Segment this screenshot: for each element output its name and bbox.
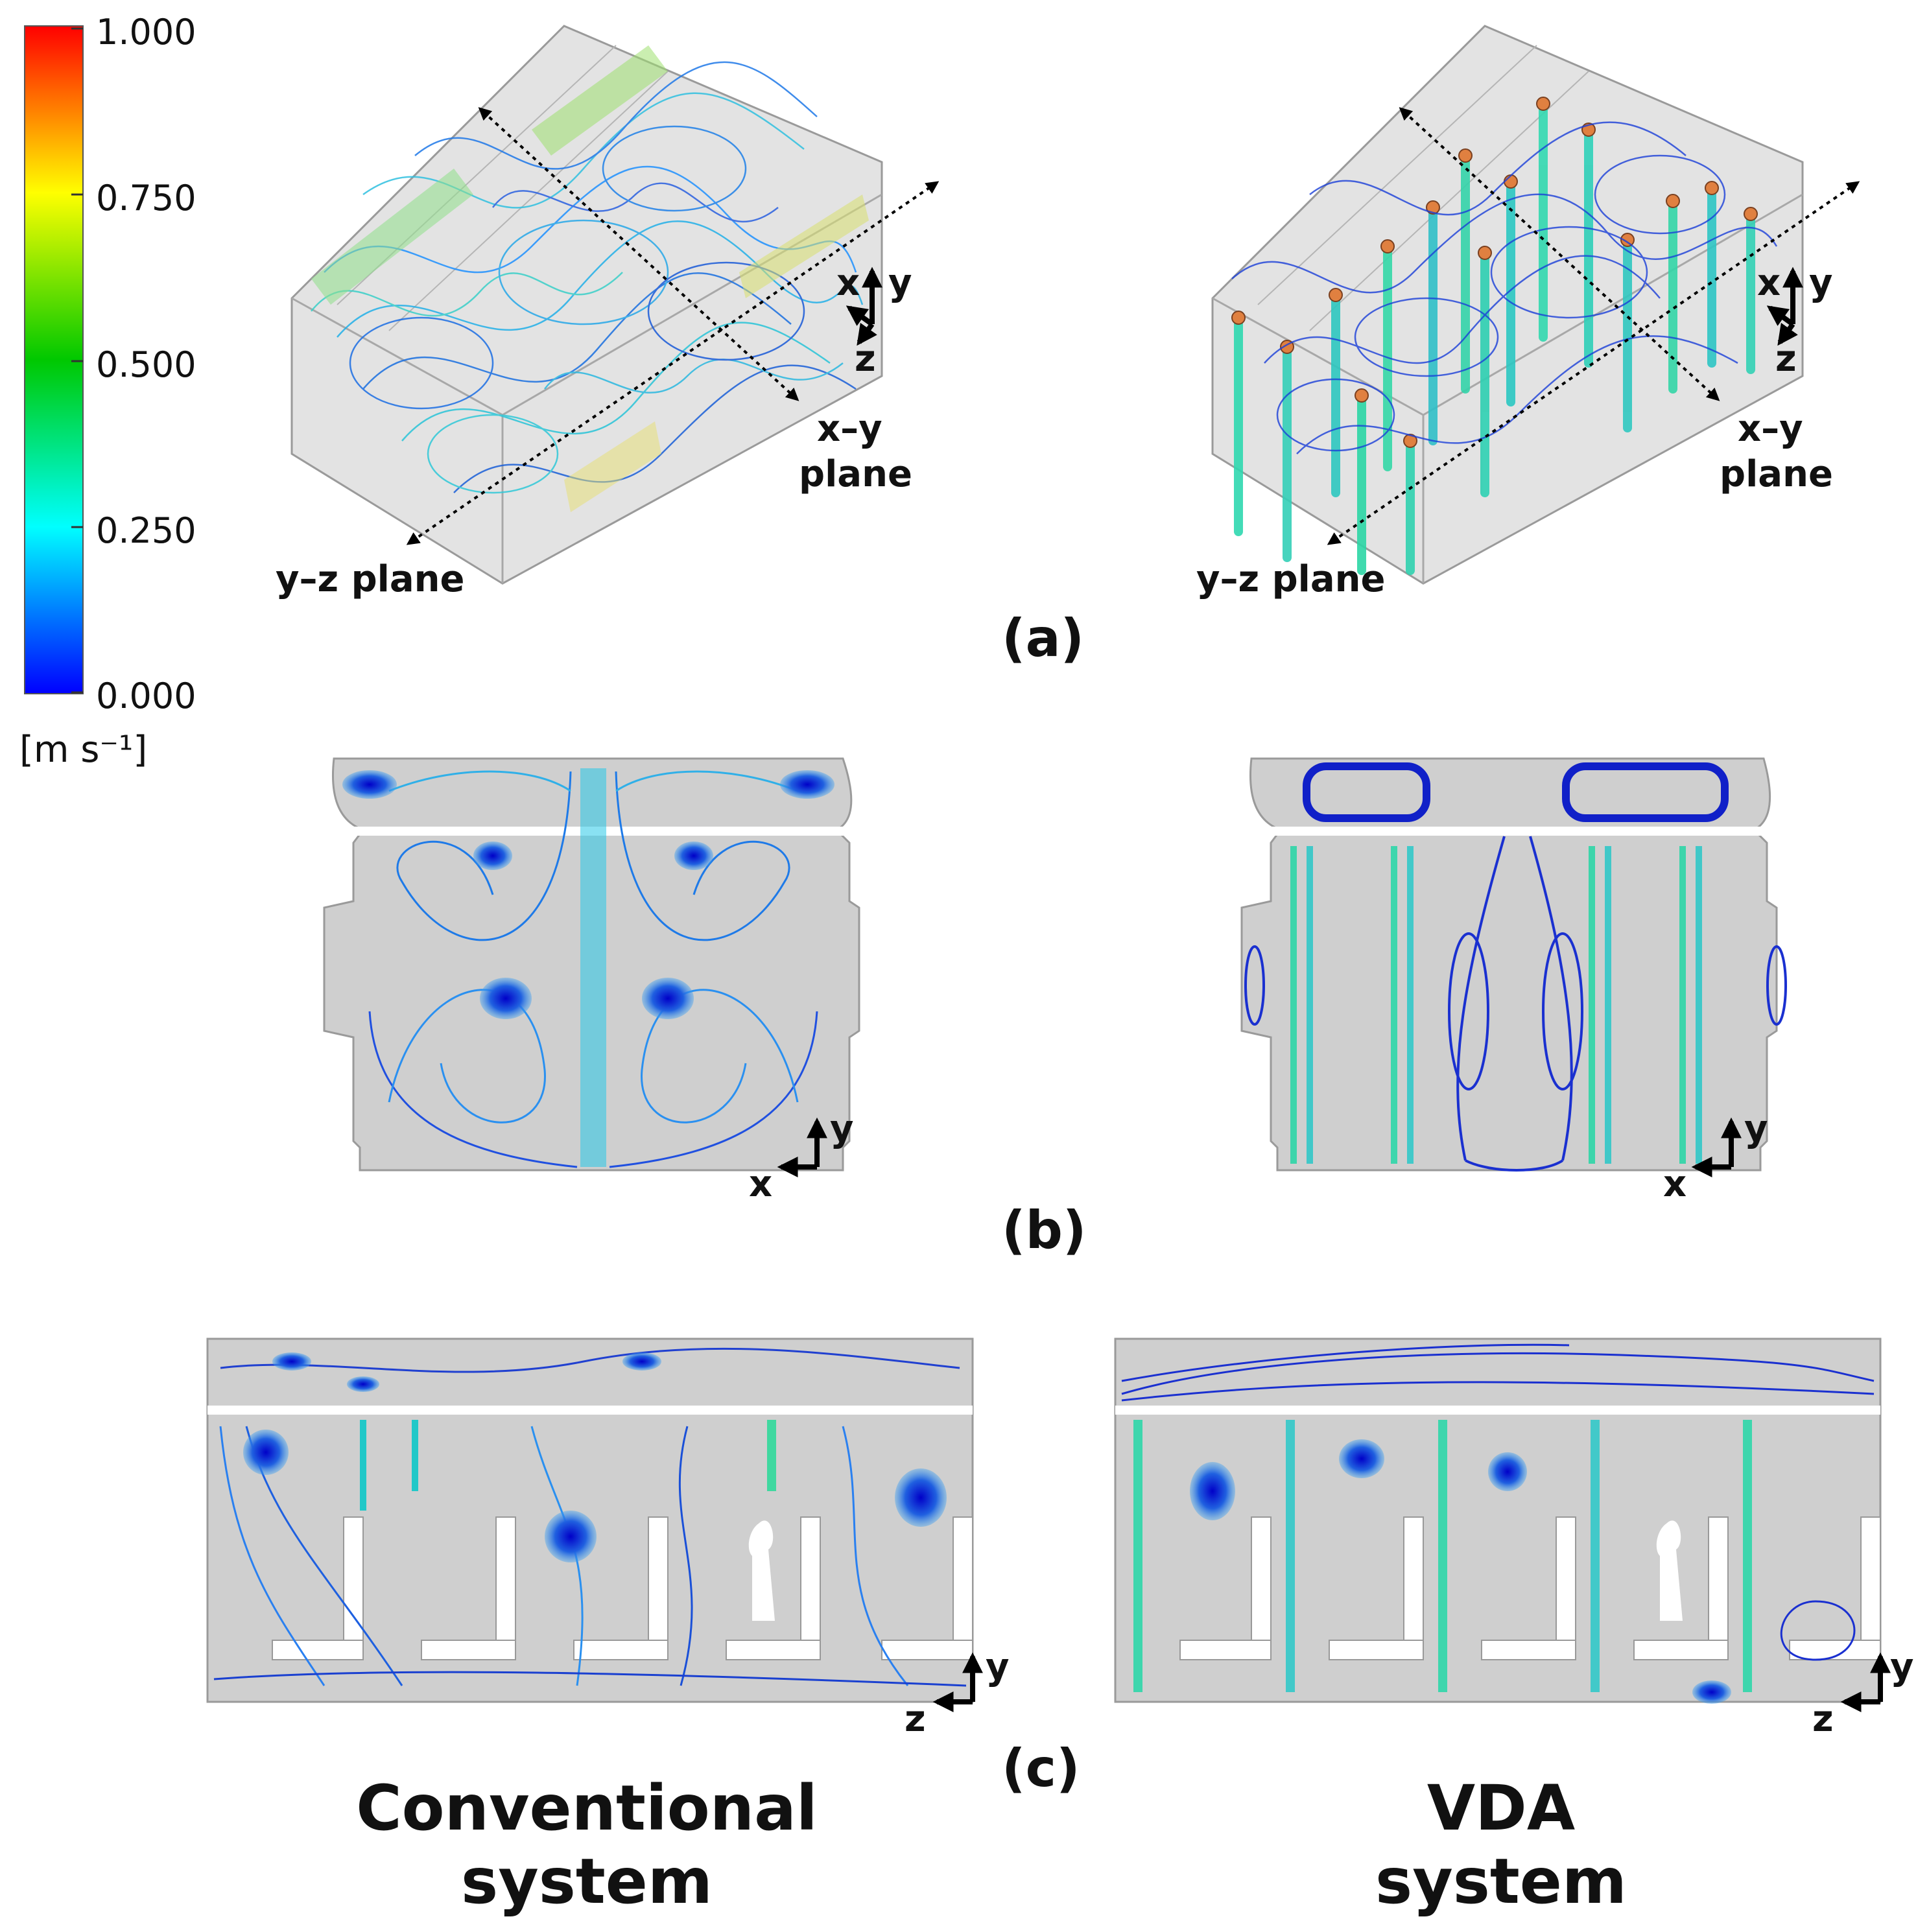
vortex-c-left-6 <box>347 1376 379 1392</box>
vortex-b-left-2 <box>642 978 694 1019</box>
caption-vda-line1: VDA <box>1427 1772 1575 1844</box>
axis-x-a-right: x <box>1757 262 1781 304</box>
axis-triad-a-left <box>846 266 882 346</box>
axis-z-a-left: z <box>855 338 876 380</box>
panel-b-conventional-section: y x <box>323 757 860 1205</box>
vortex-c-right-1 <box>1190 1462 1235 1520</box>
colorbar-unit: [m s⁻¹] <box>19 729 147 771</box>
axis-z-c-right: z <box>1812 1698 1834 1740</box>
seats-c-left <box>272 1516 973 1660</box>
yz-plane-label-left: y–z plane <box>276 558 465 600</box>
axis-y-a-right: y <box>1809 262 1833 304</box>
panel-c-vda-section: y z <box>1114 1337 1914 1740</box>
streamlines-c-right <box>1121 1343 1875 1661</box>
colorbar-tick-1: 1.000 <box>96 12 196 53</box>
colorbar-tick-0500: 0.500 <box>96 344 196 385</box>
panel-b-vda-section: y x <box>1240 757 1787 1205</box>
section-outline-b-right <box>1240 757 1778 1172</box>
axis-triad-c-right <box>1840 1652 1891 1712</box>
panel-c-conventional-section: y z <box>206 1337 1010 1740</box>
axis-y-b-right: y <box>1744 1108 1768 1150</box>
colorbar-tick-0750: 0.750 <box>96 178 196 218</box>
vortex-c-left-1 <box>243 1430 289 1475</box>
axis-z-a-right: z <box>1775 338 1797 380</box>
vortex-c-left-2 <box>545 1511 597 1562</box>
streamlines-c-left <box>213 1347 967 1687</box>
axis-y-b-left: y <box>830 1108 854 1150</box>
xy-plane-label-left: x–y <box>817 408 882 450</box>
axis-x-b-left: x <box>749 1163 772 1205</box>
xy-plane-word-right: plane <box>1720 453 1833 495</box>
jets-b-right <box>1290 846 1702 1164</box>
colorbar-tick-0000: 0.000 <box>96 676 196 716</box>
streamlines-b-right <box>1244 836 1787 1172</box>
vortex-c-right-2 <box>1339 1439 1384 1478</box>
axis-y-c-right: y <box>1890 1646 1914 1688</box>
vortex-c-left-5 <box>622 1352 661 1371</box>
caption-conventional-line2: system <box>461 1845 713 1918</box>
colorbar-gradient <box>24 25 84 694</box>
axis-triad-b-right <box>1691 1117 1742 1177</box>
passenger-c-right <box>1656 1520 1683 1621</box>
xy-plane-word-left: plane <box>799 453 912 495</box>
panel-label-a: (a) <box>1002 608 1084 668</box>
colorbar-tick-0250: 0.250 <box>96 510 196 551</box>
vortex-b-left-4 <box>780 770 834 799</box>
yz-plane-label-right: y–z plane <box>1196 558 1386 600</box>
axis-y-c-left: y <box>986 1646 1010 1688</box>
xy-plane-label-right: x–y <box>1738 408 1803 450</box>
panel-label-b: (b) <box>1002 1200 1086 1260</box>
axis-triad-a-right <box>1766 266 1803 346</box>
vortex-b-left-5 <box>473 842 512 870</box>
vortex-c-left-4 <box>272 1352 311 1371</box>
axis-triad-b-left <box>777 1117 827 1177</box>
passenger-c-left <box>748 1520 775 1621</box>
colorbar: 1.000 0.750 0.500 0.250 0.000 [m s⁻¹] <box>19 12 196 771</box>
panel-a-conventional-3d: x–y plane y–z plane x y z <box>276 25 940 600</box>
axis-z-c-left: z <box>905 1698 926 1740</box>
streamlines-b-left <box>368 768 818 1168</box>
axis-x-a-left: x <box>836 262 860 304</box>
vortex-b-left-1 <box>480 978 532 1019</box>
vortex-c-right-4 <box>1692 1680 1731 1704</box>
vortex-b-left-6 <box>674 842 713 870</box>
vortex-b-left-3 <box>342 770 397 799</box>
jets-c-right <box>1133 1420 1752 1692</box>
panel-label-c: (c) <box>1002 1738 1080 1798</box>
axis-x-b-right: x <box>1663 1163 1686 1205</box>
panel-a-vda-3d: x–y plane y–z plane x y z <box>1196 25 1860 600</box>
caption-vda-line2: system <box>1375 1845 1627 1918</box>
colorbar-tick-marks <box>71 27 83 694</box>
axis-triad-c-left <box>932 1652 983 1712</box>
caption-conventional-line1: Conventional <box>356 1772 818 1844</box>
axis-y-a-left: y <box>888 262 912 304</box>
vortex-c-right-3 <box>1488 1452 1527 1491</box>
vortex-c-left-3 <box>895 1468 947 1527</box>
